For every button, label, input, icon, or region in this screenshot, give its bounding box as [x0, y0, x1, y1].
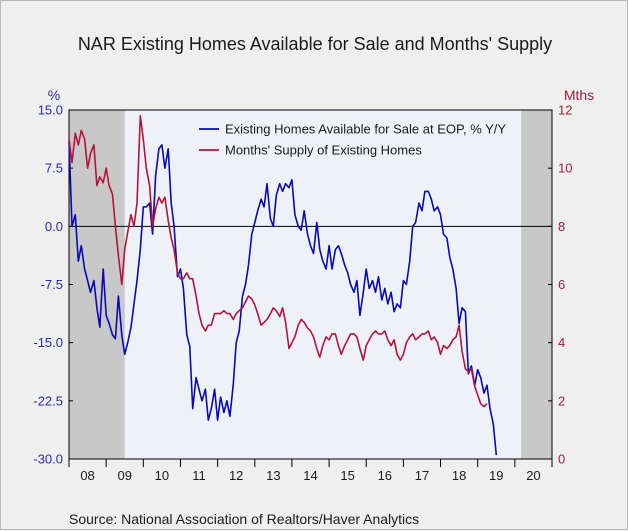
right-tick-label: 6	[558, 277, 565, 292]
x-tick-label: 10	[155, 468, 169, 483]
x-tick-label: 13	[266, 468, 280, 483]
x-tick-label: 18	[452, 468, 466, 483]
left-tick-label: 0.0	[45, 219, 63, 234]
x-tick-label: 15	[340, 468, 354, 483]
recession-shade-1	[521, 110, 552, 459]
x-tick-label: 19	[489, 468, 503, 483]
right-tick-label: 0	[558, 452, 565, 467]
right-tick-label: 4	[558, 335, 565, 350]
x-tick-label: 16	[378, 468, 392, 483]
left-tick-label: -22.5	[33, 393, 63, 408]
x-tick-label: 14	[303, 468, 317, 483]
legend-label-2: Months' Supply of Existing Homes	[225, 143, 422, 158]
source-note: Source: National Association of Realtors…	[69, 511, 420, 527]
x-tick-label: 12	[229, 468, 243, 483]
x-tick-label: 09	[117, 468, 131, 483]
plot-area	[69, 110, 552, 459]
right-tick-label: 12	[558, 103, 572, 118]
legend-label-1: Existing Homes Available for Sale at EOP…	[225, 122, 506, 137]
x-tick-label: 17	[415, 468, 429, 483]
left-tick-label: -7.5	[41, 277, 63, 292]
right-tick-label: 10	[558, 161, 572, 176]
chart-title: NAR Existing Homes Available for Sale an…	[77, 34, 553, 54]
series-line-2	[68, 115, 488, 408]
left-tick-label: -30.0	[33, 452, 63, 467]
x-tick-label: 08	[80, 468, 94, 483]
left-tick-label: 15.0	[38, 103, 63, 118]
left-tick-label: -15.0	[33, 335, 63, 350]
x-tick-label: 11	[192, 468, 206, 483]
right-tick-label: 2	[558, 393, 565, 408]
series-line-1	[68, 140, 498, 456]
left-axis-unit: %	[48, 87, 60, 103]
right-tick-label: 8	[558, 219, 565, 234]
left-tick-label: 7.5	[45, 161, 63, 176]
right-axis-unit: Mths	[564, 87, 594, 103]
x-tick-label: 20	[526, 468, 540, 483]
recession-shade-0	[69, 110, 125, 459]
